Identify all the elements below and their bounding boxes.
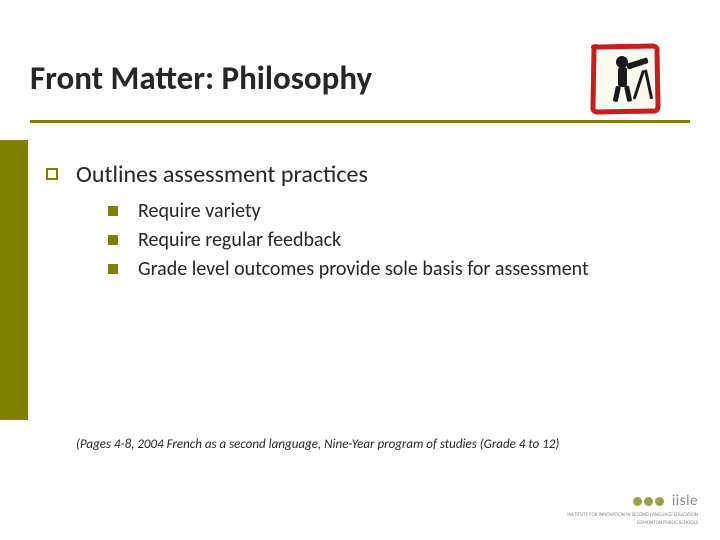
level2-text: Require regular feedback [138, 228, 341, 253]
footer-logo: iisle INSTITUTE FOR INNOVATION IN SECOND… [567, 491, 698, 526]
level2-text: Grade level outcomes provide sole basis … [138, 257, 589, 282]
level1-text: Outlines assessment practices [76, 160, 368, 189]
footnote: (Pages 4-8, 2004 French as a second lang… [76, 437, 680, 452]
bullet-level2: Grade level outcomes provide sole basis … [108, 257, 680, 282]
content-area: Outlines assessment practices Require va… [46, 160, 680, 286]
slide-title: Front Matter: Philosophy [30, 58, 372, 98]
logo-subtitle-1: INSTITUTE FOR INNOVATION IN SECOND LANGU… [567, 512, 698, 518]
bullet-level2: Require regular feedback [108, 228, 680, 253]
logo-text: iisle [672, 492, 698, 510]
logo-dots-icon [633, 497, 664, 506]
bullet-level2: Require variety [108, 199, 680, 224]
solid-square-bullet-icon [108, 206, 118, 216]
sub-bullet-list: Require variety Require regular feedback… [108, 199, 680, 282]
telescope-person-icon [588, 42, 662, 116]
accent-sidebar [0, 140, 28, 420]
bullet-level1: Outlines assessment practices [46, 160, 680, 189]
open-square-bullet-icon [46, 168, 58, 180]
logo-subtitle-2: EDMONTON PUBLIC SCHOOLS [567, 520, 698, 526]
solid-square-bullet-icon [108, 235, 118, 245]
solid-square-bullet-icon [108, 264, 118, 274]
level2-text: Require variety [138, 199, 261, 224]
title-underline [30, 120, 690, 123]
logo-row: iisle [567, 491, 698, 510]
